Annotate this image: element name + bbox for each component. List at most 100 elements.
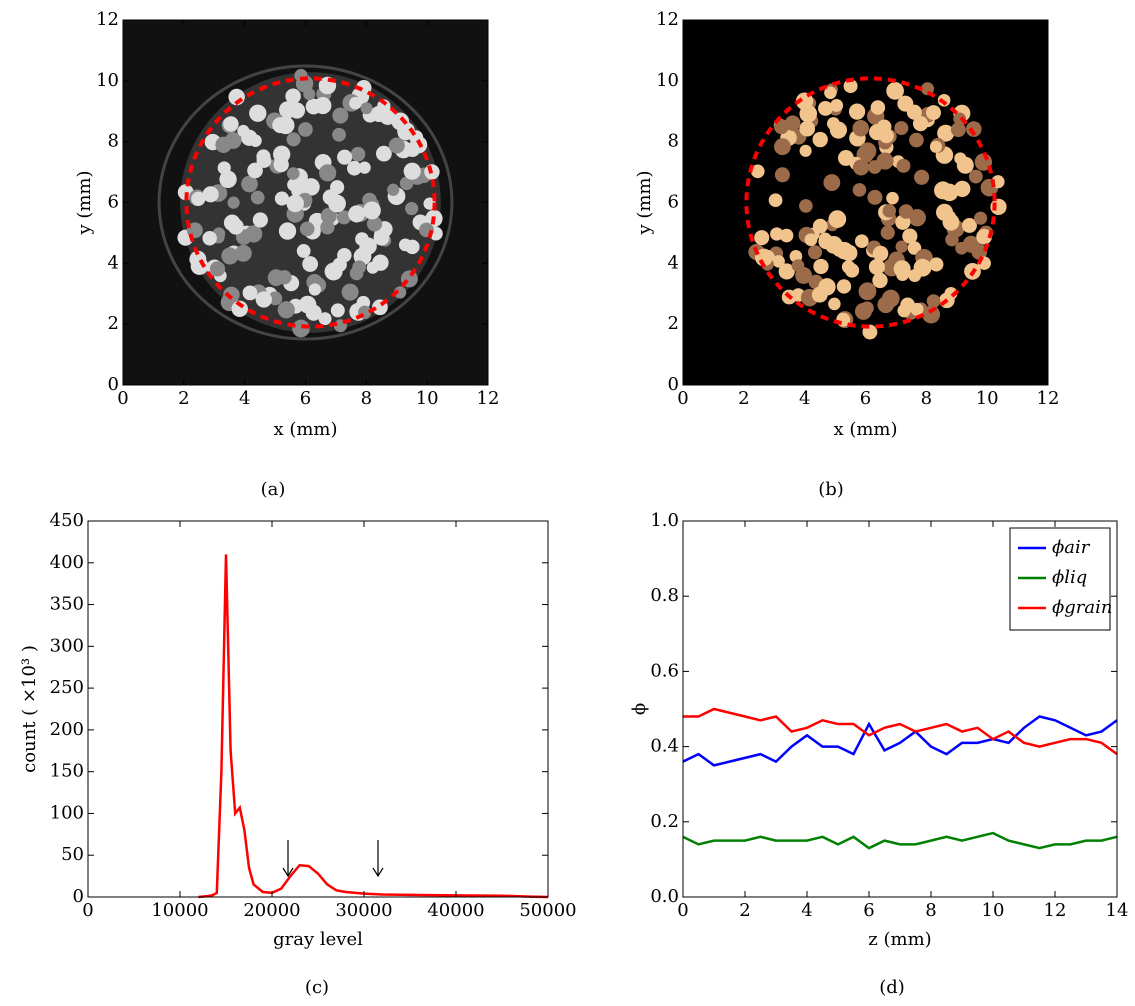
x-tick-label: 2 <box>739 900 750 921</box>
grain <box>955 241 968 255</box>
grain <box>836 279 852 294</box>
data-line <box>682 831 1118 850</box>
grain <box>882 204 897 218</box>
legend-label: ϕair <box>1052 537 1091 558</box>
grain <box>215 136 232 153</box>
grain <box>813 258 829 275</box>
grain <box>398 238 412 252</box>
grain <box>791 259 805 272</box>
grain <box>320 220 335 235</box>
x-tick-label: 0 <box>117 388 128 409</box>
grain <box>823 174 841 192</box>
grain <box>292 319 310 338</box>
grain <box>393 286 407 299</box>
x-tick-label: 2 <box>178 388 189 409</box>
x-tick-label: 8 <box>921 388 932 409</box>
y-tick-label: 400 <box>50 552 84 573</box>
grain <box>256 149 271 164</box>
grain <box>895 240 908 253</box>
container-outline <box>184 76 437 329</box>
y-tick-label: 50 <box>61 844 84 865</box>
y-axis-label: ϕ <box>629 703 650 715</box>
grain <box>886 82 904 100</box>
y-tick-label: 0.8 <box>650 585 679 606</box>
grain <box>799 144 812 157</box>
grain <box>880 225 895 240</box>
grain <box>227 218 244 235</box>
x-tick-label: 6 <box>860 388 871 409</box>
y-tick-label: 12 <box>96 9 119 30</box>
grain <box>774 167 790 183</box>
grain <box>336 210 352 225</box>
grain <box>375 145 392 162</box>
grain <box>910 302 924 316</box>
grain <box>828 210 847 228</box>
grain <box>896 158 911 173</box>
grain <box>223 286 240 304</box>
x-tick-label: 14 <box>1106 900 1129 921</box>
grain <box>902 228 918 244</box>
grain <box>818 101 833 116</box>
grain <box>219 170 237 189</box>
grain <box>774 138 791 156</box>
grain <box>914 169 930 185</box>
grain <box>872 245 889 262</box>
grain <box>337 247 352 263</box>
data-line <box>682 715 1118 767</box>
grain <box>372 254 389 271</box>
y-tick-label: 0.0 <box>650 886 679 907</box>
grain <box>296 244 311 258</box>
grain <box>922 305 941 324</box>
grain <box>867 189 883 205</box>
image-background <box>683 20 1048 385</box>
grain <box>366 216 383 232</box>
grain <box>330 180 345 195</box>
grain <box>332 107 349 124</box>
grain <box>772 255 785 268</box>
grain <box>337 149 353 165</box>
x-tick-label: 10 <box>976 388 999 409</box>
x-tick-label: 30000 <box>335 900 392 921</box>
grain <box>191 191 206 206</box>
y-tick-label: 12 <box>656 9 679 30</box>
y-tick-label: 6 <box>668 192 679 213</box>
grain <box>799 120 816 137</box>
grain <box>277 301 295 319</box>
grain <box>202 186 219 203</box>
grain <box>387 183 400 196</box>
grain <box>299 221 315 237</box>
grain <box>799 199 813 213</box>
grain <box>804 233 818 247</box>
grain <box>844 263 860 278</box>
y-tick-label: 0 <box>73 886 84 907</box>
grain <box>876 119 892 134</box>
grain <box>234 244 252 262</box>
grain <box>221 247 239 265</box>
grain <box>330 303 345 318</box>
grain <box>886 191 899 205</box>
y-tick-label: 1.0 <box>650 510 679 531</box>
caption: (b) <box>818 479 844 500</box>
grain <box>255 291 272 308</box>
y-tick-label: 250 <box>50 677 84 698</box>
x-tick-label: 8 <box>925 900 936 921</box>
grain <box>360 102 373 115</box>
x-tick-label: 40000 <box>427 900 484 921</box>
y-axis-label: y (mm) <box>74 170 95 235</box>
grain <box>249 134 262 147</box>
y-tick-label: 6 <box>108 192 119 213</box>
grain <box>287 178 301 192</box>
caption: (c) <box>305 977 329 998</box>
y-axis-label: y (mm) <box>634 170 655 235</box>
x-tick-label: 0 <box>677 900 688 921</box>
grain <box>950 122 966 138</box>
grain <box>974 211 988 225</box>
grain <box>926 294 941 308</box>
grain <box>314 97 332 115</box>
grain <box>906 104 922 120</box>
grain <box>799 104 818 123</box>
y-tick-label: 200 <box>50 719 84 740</box>
grain <box>328 194 346 213</box>
grain <box>956 156 974 174</box>
